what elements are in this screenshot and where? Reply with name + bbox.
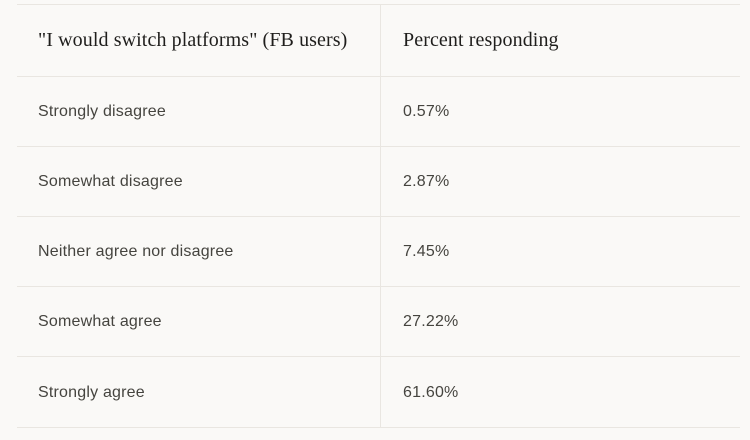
- survey-results-table: "I would switch platforms" (FB users) Pe…: [0, 4, 750, 428]
- table-row: Somewhat disagree 2.87%: [0, 147, 750, 217]
- row-label-neither: Neither agree nor disagree: [38, 243, 234, 260]
- row-label-somewhat-agree: Somewhat agree: [38, 313, 162, 330]
- row-label-strongly-disagree: Strongly disagree: [38, 103, 166, 120]
- row-label-strongly-agree: Strongly agree: [38, 383, 145, 401]
- table-row: Neither agree nor disagree 7.45%: [0, 217, 750, 287]
- table-header-row: "I would switch platforms" (FB users) Pe…: [0, 4, 750, 77]
- column-header-percent: Percent responding: [403, 29, 559, 51]
- row-value-strongly-disagree: 0.57%: [403, 103, 450, 120]
- table-row: Strongly agree 61.60%: [0, 357, 750, 428]
- column-header-statement: "I would switch platforms" (FB users): [38, 29, 348, 51]
- row-value-neither: 7.45%: [403, 243, 450, 260]
- table-row: Strongly disagree 0.57%: [0, 77, 750, 147]
- row-label-somewhat-disagree: Somewhat disagree: [38, 173, 183, 190]
- row-value-somewhat-disagree: 2.87%: [403, 173, 450, 190]
- row-value-strongly-agree: 61.60%: [403, 383, 459, 401]
- row-value-somewhat-agree: 27.22%: [403, 313, 459, 330]
- table-row: Somewhat agree 27.22%: [0, 287, 750, 357]
